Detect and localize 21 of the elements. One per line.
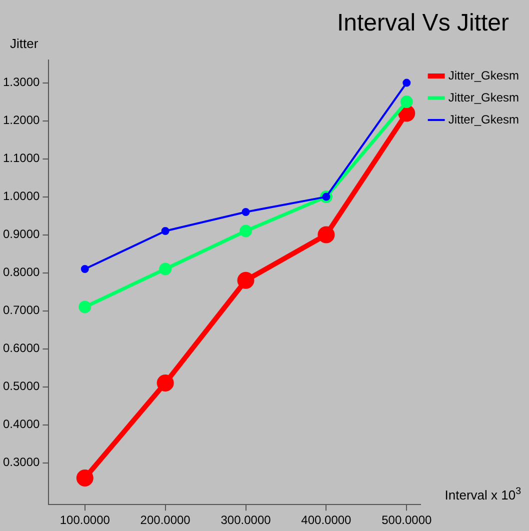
y-tick-label: 1.2000 — [3, 113, 40, 128]
x-tick-label: 200.0000 — [140, 513, 191, 528]
y-tick-label: 0.6000 — [3, 341, 40, 356]
y-tick-label: 0.8000 — [3, 265, 40, 280]
y-tick-label: 1.3000 — [3, 75, 40, 90]
x-tick-label: 100.0000 — [60, 513, 110, 528]
y-axis-title: Jitter — [10, 36, 39, 51]
legend-label: Jitter_Gkesm — [448, 90, 520, 104]
y-tick-label: 0.9000 — [3, 227, 40, 242]
y-tick-label: 1.1000 — [3, 151, 40, 166]
y-tick-label: 0.7000 — [3, 303, 40, 318]
y-tick-label: 0.5000 — [3, 379, 40, 394]
y-tick-label: 0.3000 — [3, 455, 40, 470]
y-tick-label: 1.0000 — [3, 189, 40, 204]
x-tick-label: 500.0000 — [382, 513, 432, 528]
x-tick-label: 400.0000 — [301, 513, 352, 528]
chart-title: Interval Vs Jitter — [336, 10, 509, 37]
y-tick-label: 0.4000 — [3, 417, 40, 432]
x-tick-label: 300.0000 — [220, 513, 272, 528]
legend-label: Jitter_Gkesm — [448, 68, 520, 82]
legend-label: Jitter_Gkesm — [448, 112, 520, 126]
